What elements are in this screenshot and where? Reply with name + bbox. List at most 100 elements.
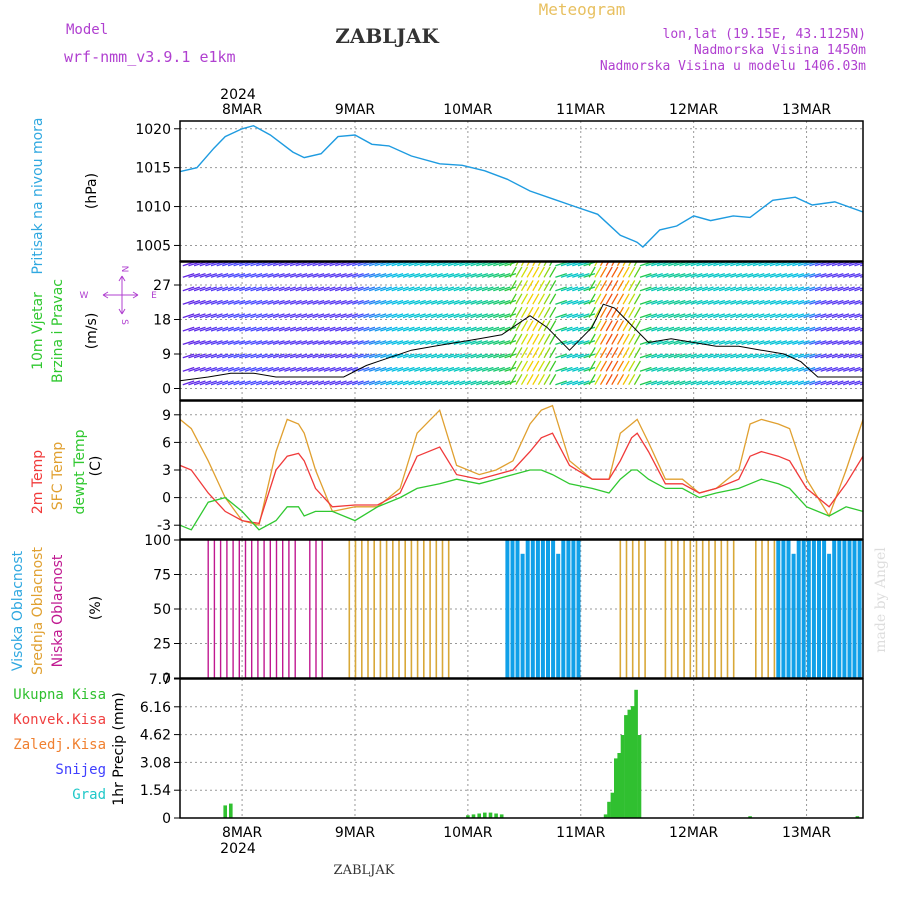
wind-barb — [763, 272, 776, 278]
wind-barb — [476, 366, 489, 372]
day-label-bottom: 9MAR — [335, 825, 376, 841]
wind-barb — [684, 326, 697, 332]
wind-barb — [193, 380, 206, 386]
wind-barb — [730, 286, 743, 292]
wind-barb — [323, 326, 336, 332]
wind-barb — [594, 373, 602, 386]
wind-barb — [509, 262, 514, 267]
wind-barb — [289, 326, 302, 332]
wind-barb — [735, 340, 748, 346]
cloud-bar-high — [852, 540, 857, 678]
wind-barb — [707, 353, 720, 359]
wind-barb — [323, 286, 336, 292]
wind-barb — [724, 313, 737, 319]
wind-barb — [769, 380, 782, 386]
wind-barb — [380, 272, 393, 278]
wind-barb — [397, 326, 409, 332]
wind-barb — [476, 353, 488, 359]
wind-barb — [312, 366, 325, 372]
wind-barb — [368, 272, 381, 278]
wind-barb — [588, 280, 596, 292]
wind-barb — [357, 326, 370, 332]
wind-barb — [628, 373, 636, 386]
wind-barb — [662, 326, 675, 332]
wind-barb — [385, 313, 398, 319]
wind-barb — [651, 313, 663, 319]
wind-barb — [481, 340, 494, 346]
precip-legend-rain: Ukupna Kisa — [13, 687, 106, 703]
wind-barb — [205, 380, 218, 386]
wind-barb — [690, 313, 703, 319]
wind-barb — [453, 313, 466, 319]
wind-barb — [809, 353, 822, 359]
wind-barb — [701, 380, 714, 386]
wind-barb — [227, 366, 240, 372]
wind-barb — [244, 299, 257, 305]
wind-barb — [436, 326, 449, 332]
wind-barb — [464, 380, 477, 386]
pressure-plot — [180, 124, 863, 248]
wind-barb — [752, 340, 765, 346]
wind-barb — [459, 366, 472, 372]
wind-barb — [837, 353, 850, 359]
wind-barb — [741, 340, 754, 346]
wind-barb — [588, 373, 596, 386]
wind-barb — [272, 353, 285, 359]
wind-barb — [498, 272, 511, 278]
wind-barb — [295, 366, 308, 372]
wind-barb — [363, 272, 376, 278]
wind-barb — [278, 340, 291, 346]
wind-barb — [306, 366, 319, 372]
day-label-bottom: 8MAR — [222, 825, 263, 841]
wind-barb — [622, 293, 630, 305]
wind-barb — [487, 272, 500, 278]
wind-barb — [633, 333, 641, 345]
wind-barb — [735, 272, 748, 278]
wind-barb — [713, 353, 726, 359]
wind-barb — [216, 272, 229, 278]
wind-barb — [470, 366, 483, 372]
wind-barb — [374, 272, 387, 278]
wind-barb — [261, 353, 274, 359]
wind-barb — [481, 313, 494, 319]
wind-barb — [854, 381, 863, 386]
temp-title-line1: 2m Temp — [30, 450, 46, 514]
wind-barb — [188, 313, 201, 319]
wind-barb — [532, 333, 540, 345]
wind-barb — [430, 272, 443, 278]
wind-barb — [735, 353, 748, 359]
cloud-bar-high — [786, 540, 791, 678]
wind-barb — [414, 366, 426, 372]
cloud-bar-high — [505, 540, 510, 678]
wind-barb — [318, 353, 330, 359]
wind-barb — [769, 313, 782, 319]
precip-bar — [488, 812, 493, 818]
wind-barb — [255, 272, 268, 278]
wind-barb — [526, 266, 534, 278]
wind-barb — [244, 353, 257, 359]
wind-barb — [284, 366, 297, 372]
precip-plot — [180, 679, 863, 818]
wind-barb — [504, 353, 517, 359]
cloud-bar-high — [827, 553, 832, 678]
wind-barb — [425, 366, 438, 372]
wind-barb — [526, 306, 534, 318]
wind-barb — [628, 347, 636, 359]
wind-barb — [436, 299, 449, 305]
wind-barb — [239, 340, 251, 346]
wind-barb — [334, 313, 347, 319]
wind-barb — [487, 353, 500, 359]
wind-barb — [193, 313, 206, 319]
wind-barb — [651, 366, 663, 372]
wind-barb — [295, 272, 308, 278]
wind-barb — [340, 380, 353, 386]
wind-barb — [854, 314, 863, 319]
wind-barb — [651, 272, 663, 278]
wind-barb — [775, 286, 788, 292]
wind-barb — [730, 272, 743, 278]
wind-barb — [515, 266, 523, 278]
wind-barb — [210, 286, 223, 292]
wind-barb — [520, 262, 525, 267]
wind-barb — [459, 313, 472, 319]
wind-barb — [520, 266, 529, 278]
